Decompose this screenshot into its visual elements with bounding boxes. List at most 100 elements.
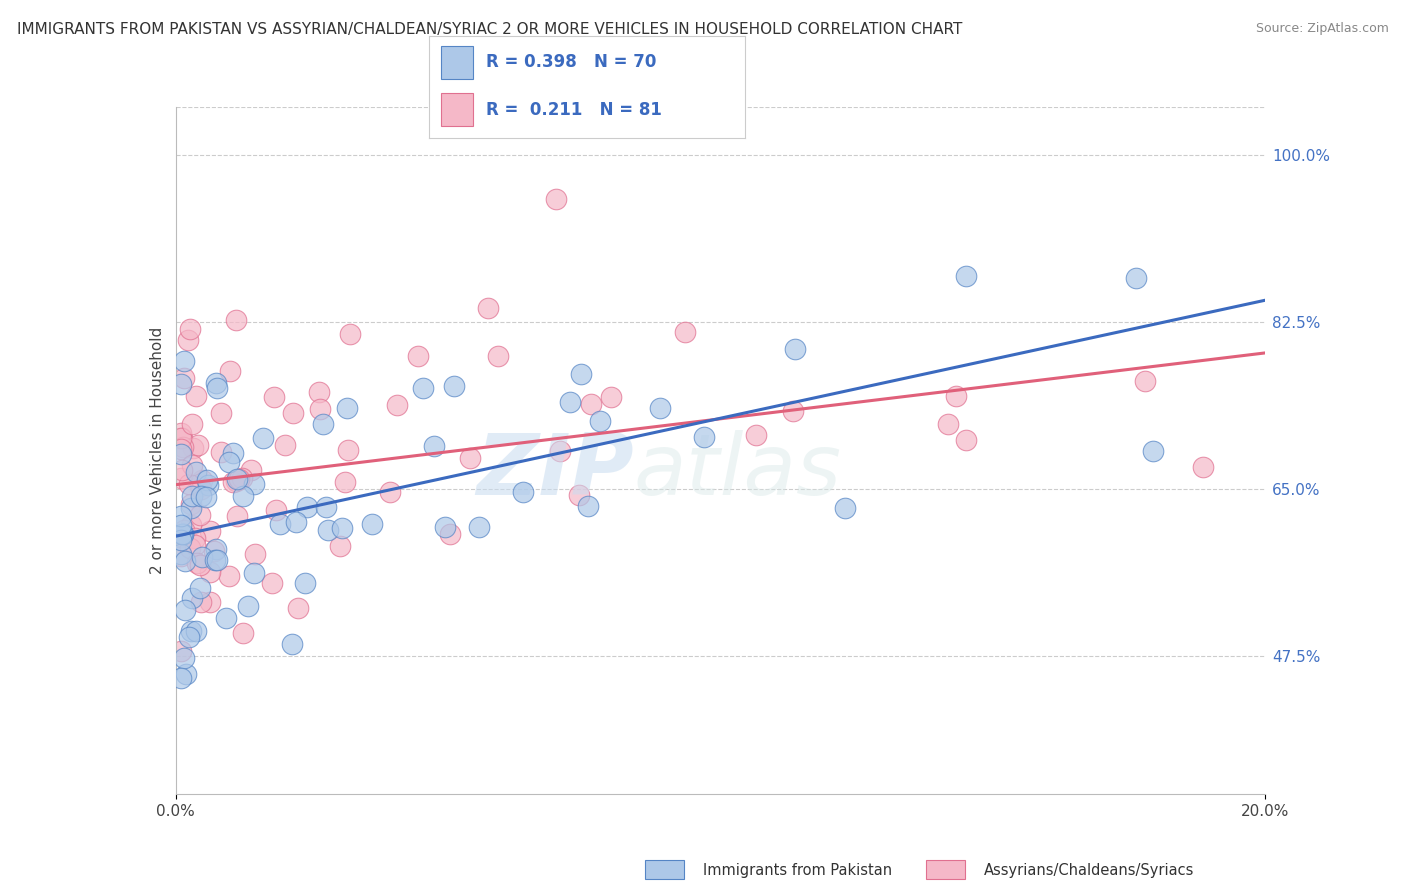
Point xyxy=(281,637,304,651)
Point xyxy=(955,433,977,447)
Point xyxy=(173,651,195,665)
Text: atlas: atlas xyxy=(633,430,841,513)
Point xyxy=(170,471,193,485)
Point xyxy=(180,501,202,516)
Point xyxy=(184,389,207,403)
Point xyxy=(295,500,318,514)
Point xyxy=(263,390,285,404)
Point xyxy=(173,554,195,568)
Point xyxy=(231,471,253,485)
Point xyxy=(173,354,195,368)
Point xyxy=(225,475,247,489)
Point xyxy=(170,509,193,524)
Point xyxy=(170,425,193,440)
Point xyxy=(262,576,284,591)
Y-axis label: 2 or more Vehicles in Household: 2 or more Vehicles in Household xyxy=(149,326,165,574)
Point xyxy=(1125,271,1147,285)
Point xyxy=(191,473,214,487)
Point xyxy=(198,524,221,538)
Bar xyxy=(645,860,685,880)
Point xyxy=(174,666,197,681)
Point xyxy=(204,553,226,567)
Point xyxy=(170,671,193,685)
Point xyxy=(197,477,219,491)
Point xyxy=(232,489,254,503)
Point xyxy=(1142,444,1164,458)
Point xyxy=(387,398,409,412)
Point xyxy=(226,472,249,486)
Point xyxy=(576,499,599,513)
Point xyxy=(172,527,194,541)
Point xyxy=(173,371,195,385)
Point xyxy=(468,520,491,534)
Point xyxy=(190,508,212,522)
Point xyxy=(190,595,212,609)
Point xyxy=(339,327,361,342)
Point xyxy=(170,517,193,532)
Point xyxy=(190,482,212,496)
Point xyxy=(330,521,353,535)
Point xyxy=(225,509,247,524)
Point xyxy=(782,403,804,417)
Point xyxy=(180,489,202,503)
Point xyxy=(173,524,195,538)
Point xyxy=(232,626,254,640)
Point xyxy=(329,539,352,553)
Point xyxy=(191,550,214,565)
Point xyxy=(188,558,211,572)
Point xyxy=(264,503,287,517)
Point xyxy=(170,442,193,456)
Point xyxy=(184,538,207,552)
Text: Immigrants from Pakistan: Immigrants from Pakistan xyxy=(703,863,893,878)
Point xyxy=(180,458,202,473)
Point xyxy=(204,541,226,556)
Point xyxy=(579,397,602,411)
Point xyxy=(287,600,309,615)
Point xyxy=(170,447,193,461)
Point xyxy=(486,349,509,363)
Point xyxy=(180,591,202,605)
Point xyxy=(222,446,245,460)
Point xyxy=(170,547,193,561)
Point xyxy=(209,445,232,459)
Point xyxy=(569,367,592,381)
Point xyxy=(360,517,382,532)
Point xyxy=(243,547,266,561)
Point xyxy=(945,389,967,403)
Point xyxy=(170,530,193,544)
Point xyxy=(184,531,207,545)
Point xyxy=(285,516,308,530)
Point xyxy=(195,473,218,487)
Point xyxy=(170,463,193,477)
Point xyxy=(423,439,446,453)
Bar xyxy=(441,93,472,126)
Point xyxy=(172,526,194,541)
Point xyxy=(512,485,534,500)
Text: Assyrians/Chaldeans/Syriacs: Assyrians/Chaldeans/Syriacs xyxy=(984,863,1195,878)
Point xyxy=(1192,460,1215,475)
Point xyxy=(170,644,193,658)
Point xyxy=(218,569,240,583)
Point xyxy=(180,624,202,639)
Point xyxy=(225,313,247,327)
Point xyxy=(240,463,263,477)
Point xyxy=(294,576,316,591)
Point xyxy=(673,326,696,340)
Point xyxy=(433,519,456,533)
Text: R =  0.211   N = 81: R = 0.211 N = 81 xyxy=(486,101,662,119)
Point xyxy=(174,603,197,617)
Text: ZIP: ZIP xyxy=(475,430,633,513)
Point xyxy=(172,527,194,541)
Point xyxy=(693,430,716,444)
Point xyxy=(170,432,193,446)
Point xyxy=(439,527,461,541)
Point xyxy=(274,438,297,452)
Point xyxy=(269,517,291,532)
Point xyxy=(936,417,959,431)
Point xyxy=(477,301,499,315)
Point xyxy=(198,595,221,609)
Point xyxy=(548,444,571,458)
Point xyxy=(170,549,193,564)
Point xyxy=(181,417,204,432)
Point xyxy=(600,390,623,404)
